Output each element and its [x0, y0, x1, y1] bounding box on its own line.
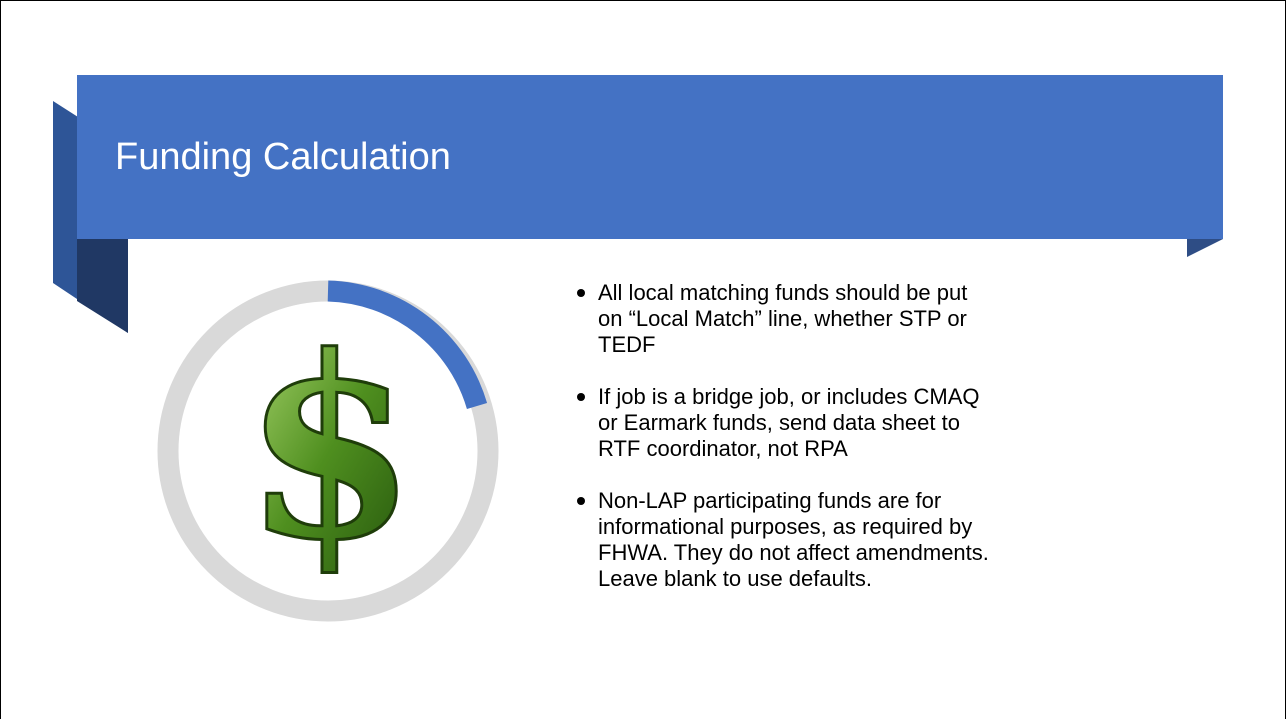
bullet-text: TEDF: [598, 332, 655, 357]
bullet-dot: [577, 289, 585, 297]
bullet-text: Non-LAP participating funds are for: [598, 488, 941, 513]
slide-canvas: Funding Calculation $ All local matching…: [1, 1, 1286, 720]
dollar-icon: $: [243, 301, 417, 595]
bullet-text: Leave blank to use defaults.: [598, 566, 872, 591]
bullet-text: All local matching funds should be put: [598, 280, 967, 305]
bullet-text: on “Local Match” line, whether STP or: [598, 306, 967, 331]
bullet-list: All local matching funds should be puton…: [577, 280, 989, 591]
bullet-text: RTF coordinator, not RPA: [598, 436, 848, 461]
bullet-text: FHWA. They do not affect amendments.: [598, 540, 989, 565]
slide-title: Funding Calculation: [115, 136, 451, 178]
slide: Funding Calculation $ All local matching…: [0, 0, 1286, 719]
bullet-dot: [577, 393, 585, 401]
banner-fold-right: [1187, 239, 1223, 257]
bullet-text: If job is a bridge job, or includes CMAQ: [598, 384, 980, 409]
bullet-text: informational purposes, as required by: [598, 514, 972, 539]
bullet-dot: [577, 497, 585, 505]
bullet-text: or Earmark funds, send data sheet to: [598, 410, 960, 435]
banner-fold-shadow: [77, 239, 128, 333]
